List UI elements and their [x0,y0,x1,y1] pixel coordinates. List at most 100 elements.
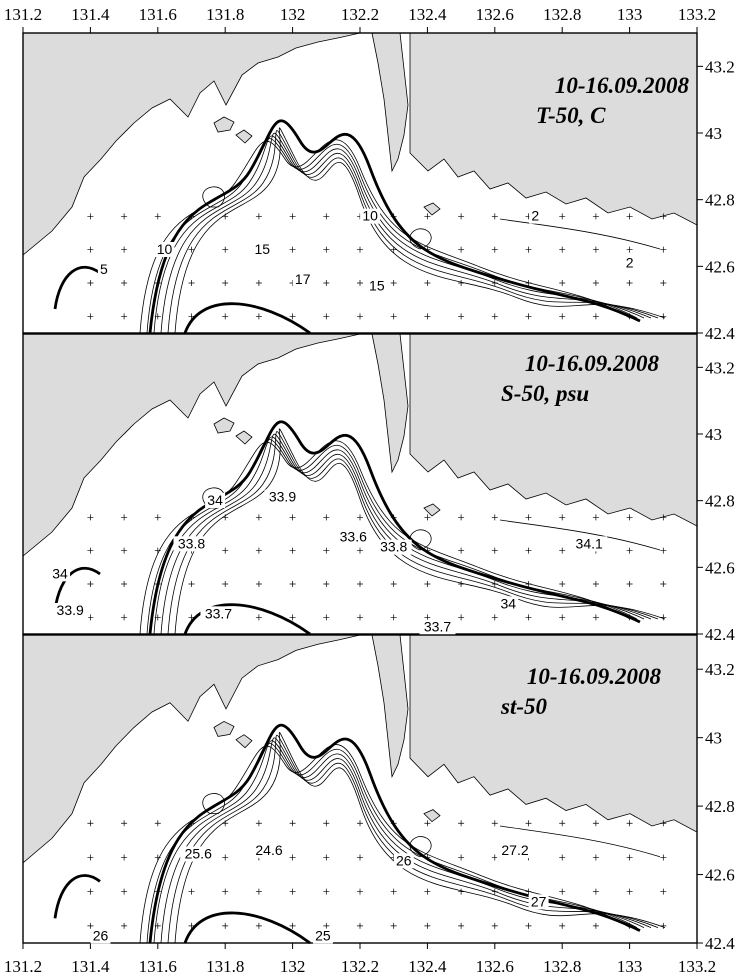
land-area [371,333,409,474]
station-marker [289,854,296,861]
station-marker [87,820,94,827]
station-marker [559,614,566,621]
contour-label-background [264,489,301,505]
contour-label-background [52,603,89,618]
latitude-tick-label: 42.4 [705,625,735,644]
station-marker [255,581,262,587]
station-marker [255,213,262,220]
top-longitude-ticks: 131.2 131.4 131.6 131.8 132 132.2 132.4 132.6 13… [4,5,716,24]
contour-value-label: 33.8 [178,535,205,551]
station-marker [121,614,128,621]
station-marker [154,280,161,286]
station-marker [255,547,262,554]
station-marker [491,581,498,587]
panel-title-variable: st-50 [500,694,548,719]
land-area [22,634,361,864]
contour-line-major [183,603,311,636]
station-marker [87,246,94,253]
contour-label-background [366,278,387,294]
station-marker [525,581,532,587]
station-marker [458,280,465,286]
contour-line [174,732,666,944]
land-area [409,333,698,527]
latitude-tick-label: 42.6 [705,866,735,885]
station-marker [559,581,566,587]
station-marker [592,820,599,827]
station-marker [559,213,566,220]
station-marker [222,313,229,320]
station-marker [121,854,128,861]
station-marker [458,820,465,827]
contour-line [499,218,661,250]
station-marker [458,888,465,895]
latitude-tick-label: 43.2 [705,660,735,679]
station-marker [222,922,229,929]
land-area [213,720,235,737]
contour-label-background [173,536,210,552]
longitude-tick-label: 131.2 [4,5,42,24]
station-marker [592,280,599,286]
station-marker [289,820,296,827]
contour-value-label: 33.6 [340,529,367,545]
station-marker [357,313,363,320]
latitude-tick-label: 43 [705,425,722,444]
station-marker [592,514,599,521]
contour-value-label: 2 [531,208,539,224]
station-marker [154,213,161,220]
station-marker [525,280,532,286]
station-marker [424,581,431,587]
station-marker [491,854,498,861]
station-marker [289,514,296,521]
station-marker [390,246,397,253]
station-marker [559,313,566,320]
land-area [409,634,698,833]
longitude-tick-label: 131.2 [4,957,42,976]
station-marker [323,820,330,827]
station-marker [491,246,498,253]
contour-label-background [375,539,412,555]
station-marker [87,922,94,929]
contour-line [409,228,432,250]
station-marker [660,888,667,895]
station-marker [357,514,363,521]
station-marker [289,922,296,929]
station-marker [87,854,94,861]
station-marker [491,888,498,895]
station-marker [660,246,667,253]
station-marker [592,854,599,861]
station-marker [87,581,94,587]
contour-value-label: 33.7 [424,619,451,635]
latitude-tick-label: 42.8 [705,492,735,511]
panel-title-date: 10-16.09.2008 [527,664,662,689]
land-area [371,634,409,779]
station-marker [390,213,397,220]
longitude-tick-label: 133.2 [678,957,716,976]
station-marker [626,820,633,827]
station-marker [525,547,532,554]
station-marker [458,854,465,861]
longitude-tick-label: 132.6 [476,957,514,976]
station-marker [424,820,431,827]
station-marker [559,854,566,861]
station-marker [323,280,330,286]
station-marker [154,581,161,587]
contour-value-label: 34 [500,595,516,611]
station-marker [390,820,397,827]
station-marker [357,888,363,895]
station-marker [424,280,431,286]
contour-value-label: 27.2 [501,842,528,858]
contour-value-label: 15 [254,241,270,257]
station-marker [87,514,94,521]
contour-value-label: 25 [315,928,331,944]
contour-label-background [292,272,313,287]
station-marker [660,280,667,286]
station-marker [87,547,94,554]
contour-label-background [200,606,237,622]
contour-line [153,135,645,334]
station-marker [525,313,532,320]
station-marker [559,922,566,929]
station-marker [660,313,667,320]
land-area [409,32,698,226]
station-marker [626,888,633,895]
contour-line-major [148,420,641,635]
